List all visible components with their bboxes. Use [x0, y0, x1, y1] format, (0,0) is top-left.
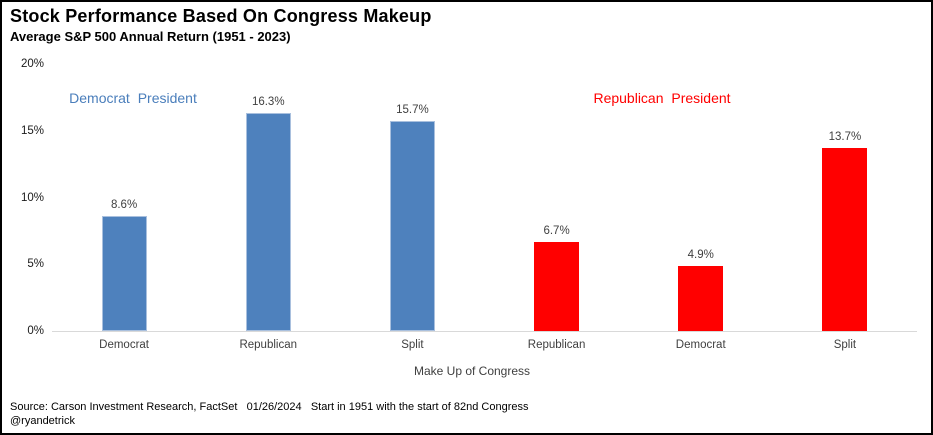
bar-republican-president-split-congress: [822, 148, 868, 331]
republican-president-annotation: Republican President: [593, 90, 731, 106]
x-axis-line: [52, 331, 917, 332]
bar-value-label: 4.9%: [687, 248, 714, 261]
bar-value-label: 16.3%: [251, 96, 285, 109]
bar-value-label: 6.7%: [543, 224, 570, 237]
source-text: Source: Carson Investment Research, Fact…: [10, 401, 529, 413]
author-handle: @ryandetrick: [10, 415, 75, 427]
x-category-label: Split: [833, 339, 857, 351]
x-category-label: Republican: [239, 339, 297, 351]
bar-value-label: 13.7%: [828, 131, 862, 144]
bar-democrat-president-split-congress: [389, 121, 435, 331]
bar-value-label: 15.7%: [396, 104, 429, 117]
x-category-label: Democrat: [675, 339, 726, 351]
y-tick-label: 20%: [20, 58, 44, 70]
bar-democrat-president-democrat-congress: [101, 216, 147, 331]
bar-value-label: 8.6%: [110, 199, 138, 212]
y-tick-label: 15%: [20, 124, 44, 137]
bar-democrat-president-republican-congress: [245, 113, 291, 331]
y-tick-label: 10%: [20, 191, 44, 204]
chart-title: Stock Performance Based On Congress Make…: [10, 6, 432, 26]
plot-area: 8.6% 16.3% 15.7% 6.7% 4.9% 13.7%: [52, 65, 917, 332]
democrat-president-annotation: Democrat President: [69, 90, 197, 106]
y-tick-label: 0%: [27, 325, 44, 337]
bar-republican-president-republican-congress: [534, 241, 580, 331]
x-category-label: Republican: [527, 339, 586, 351]
x-axis-title: Make Up of Congress: [413, 364, 531, 378]
x-category-label: Split: [401, 339, 424, 351]
y-tick-label: 5%: [27, 258, 44, 271]
x-category-label: Democrat: [99, 339, 149, 351]
bar-republican-president-democrat-congress: [678, 265, 724, 331]
chart-subtitle: Average S&P 500 Annual Return (1951 - 20…: [10, 29, 291, 44]
